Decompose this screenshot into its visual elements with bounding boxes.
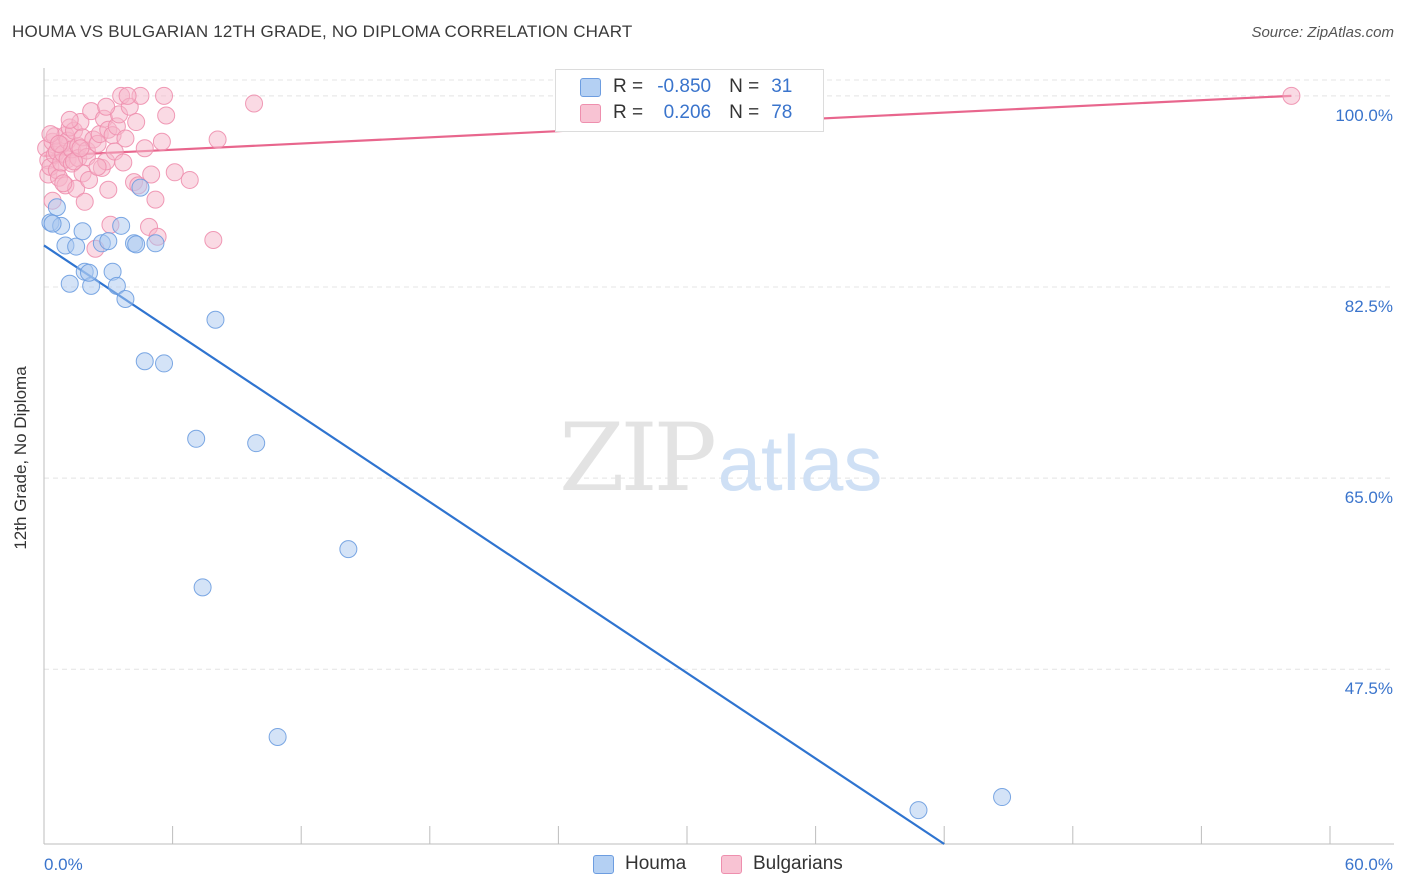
bulgarians-point [114, 153, 133, 172]
y-tick-labels: 47.5% 65.0% 82.5% 100.0% [1335, 106, 1393, 698]
legend-item-bulgarians[interactable]: Bulgarians [721, 852, 843, 876]
bulgarians-point [54, 174, 73, 193]
houma-point [187, 429, 206, 448]
bulgarians-swatch [580, 103, 601, 123]
x-ticks: 0.0% 60.0% [43, 826, 1393, 874]
houma-point [268, 727, 287, 746]
houma-point [47, 198, 66, 217]
bulgarians-point [50, 134, 69, 153]
bulgarians-point [71, 139, 90, 158]
bulgarians-point [97, 97, 116, 116]
watermark: ZIP atlas [559, 404, 882, 513]
houma-legend-label: Houma [625, 853, 687, 874]
bulgarians-n-value: 78 [771, 102, 793, 123]
bulgarians-legend-swatch [721, 854, 742, 874]
axes [43, 68, 1394, 845]
houma-point [339, 540, 358, 559]
houma-point [107, 276, 126, 295]
houma-point [43, 214, 62, 233]
bulgarians-point [80, 170, 99, 189]
bulgarians-point [208, 130, 227, 149]
bulgarians-point [75, 192, 94, 211]
houma-legend-swatch [593, 854, 614, 874]
houma-point [247, 434, 266, 453]
houma-point [909, 801, 928, 820]
bulgarians-point [245, 94, 264, 113]
houma-point [155, 354, 174, 373]
chart-title: HOUMA VS BULGARIAN 12TH GRADE, NO DIPLOM… [12, 22, 633, 41]
bulgarians-point [118, 86, 137, 105]
watermark-atlas: atlas [718, 419, 883, 507]
houma-point [116, 289, 135, 308]
source-label: Source: ZipAtlas.com [1251, 24, 1394, 41]
houma-point [193, 578, 212, 597]
data-points [37, 86, 1301, 820]
bulgarians-r-value: 0.206 [663, 102, 712, 123]
bulgarians-point [204, 231, 223, 250]
legend-row-bulgarians: R = 0.206 N = 78 [556, 101, 792, 125]
houma-point [67, 237, 86, 256]
x-tick-label-min: 0.0% [44, 855, 83, 874]
bulgarians-point [99, 180, 118, 199]
gridlines [44, 79, 1394, 670]
r-label: R = [613, 102, 644, 123]
bulgarians-point [135, 139, 154, 158]
y-tick-label: 100.0% [1335, 106, 1393, 125]
bulgarians-point [60, 110, 79, 129]
x-tick-label-max: 60.0% [1345, 855, 1393, 874]
houma-swatch [580, 77, 601, 97]
bulgarians-point [127, 113, 146, 132]
bulgarians-point [146, 190, 165, 209]
houma-point [60, 274, 79, 293]
bulgarians-point [88, 157, 107, 176]
bulgarians-legend-label: Bulgarians [753, 853, 843, 874]
n-label: N = [729, 102, 760, 123]
r-label: R = [613, 76, 644, 97]
bulgarians-point [165, 163, 184, 182]
houma-n-value: 31 [771, 76, 793, 97]
houma-point [80, 263, 99, 282]
bulgarians-point [142, 165, 161, 184]
houma-r-value: -0.850 [657, 76, 712, 97]
n-label: N = [729, 76, 760, 97]
stats-legend: R = -0.850 N = 31 R = 0.206 N = 78 [555, 69, 824, 132]
houma-point [99, 232, 118, 251]
houma-point [131, 178, 150, 197]
y-tick-label: 65.0% [1345, 488, 1393, 507]
houma-point [127, 235, 146, 254]
houma-point [73, 222, 92, 241]
bulgarians-point [116, 129, 135, 148]
houma-point [993, 788, 1012, 807]
y-tick-label: 82.5% [1345, 297, 1393, 316]
bulgarians-point [152, 132, 171, 151]
bulgarians-point [155, 86, 174, 105]
bulgarians-point [180, 170, 199, 189]
y-tick-label: 47.5% [1345, 679, 1393, 698]
houma-point [206, 310, 225, 329]
bulgarians-point [157, 106, 176, 125]
bulgarians-point [1282, 86, 1301, 105]
houma-point [112, 216, 131, 235]
legend-item-houma[interactable]: Houma [593, 852, 686, 876]
watermark-zip: ZIP [559, 404, 713, 513]
houma-point [135, 352, 154, 371]
y-axis-label: 12th Grade, No Diploma [11, 366, 30, 550]
houma-trend-line [43, 244, 945, 845]
legend-row-houma: R = -0.850 N = 31 [556, 75, 792, 99]
houma-point [146, 234, 165, 253]
